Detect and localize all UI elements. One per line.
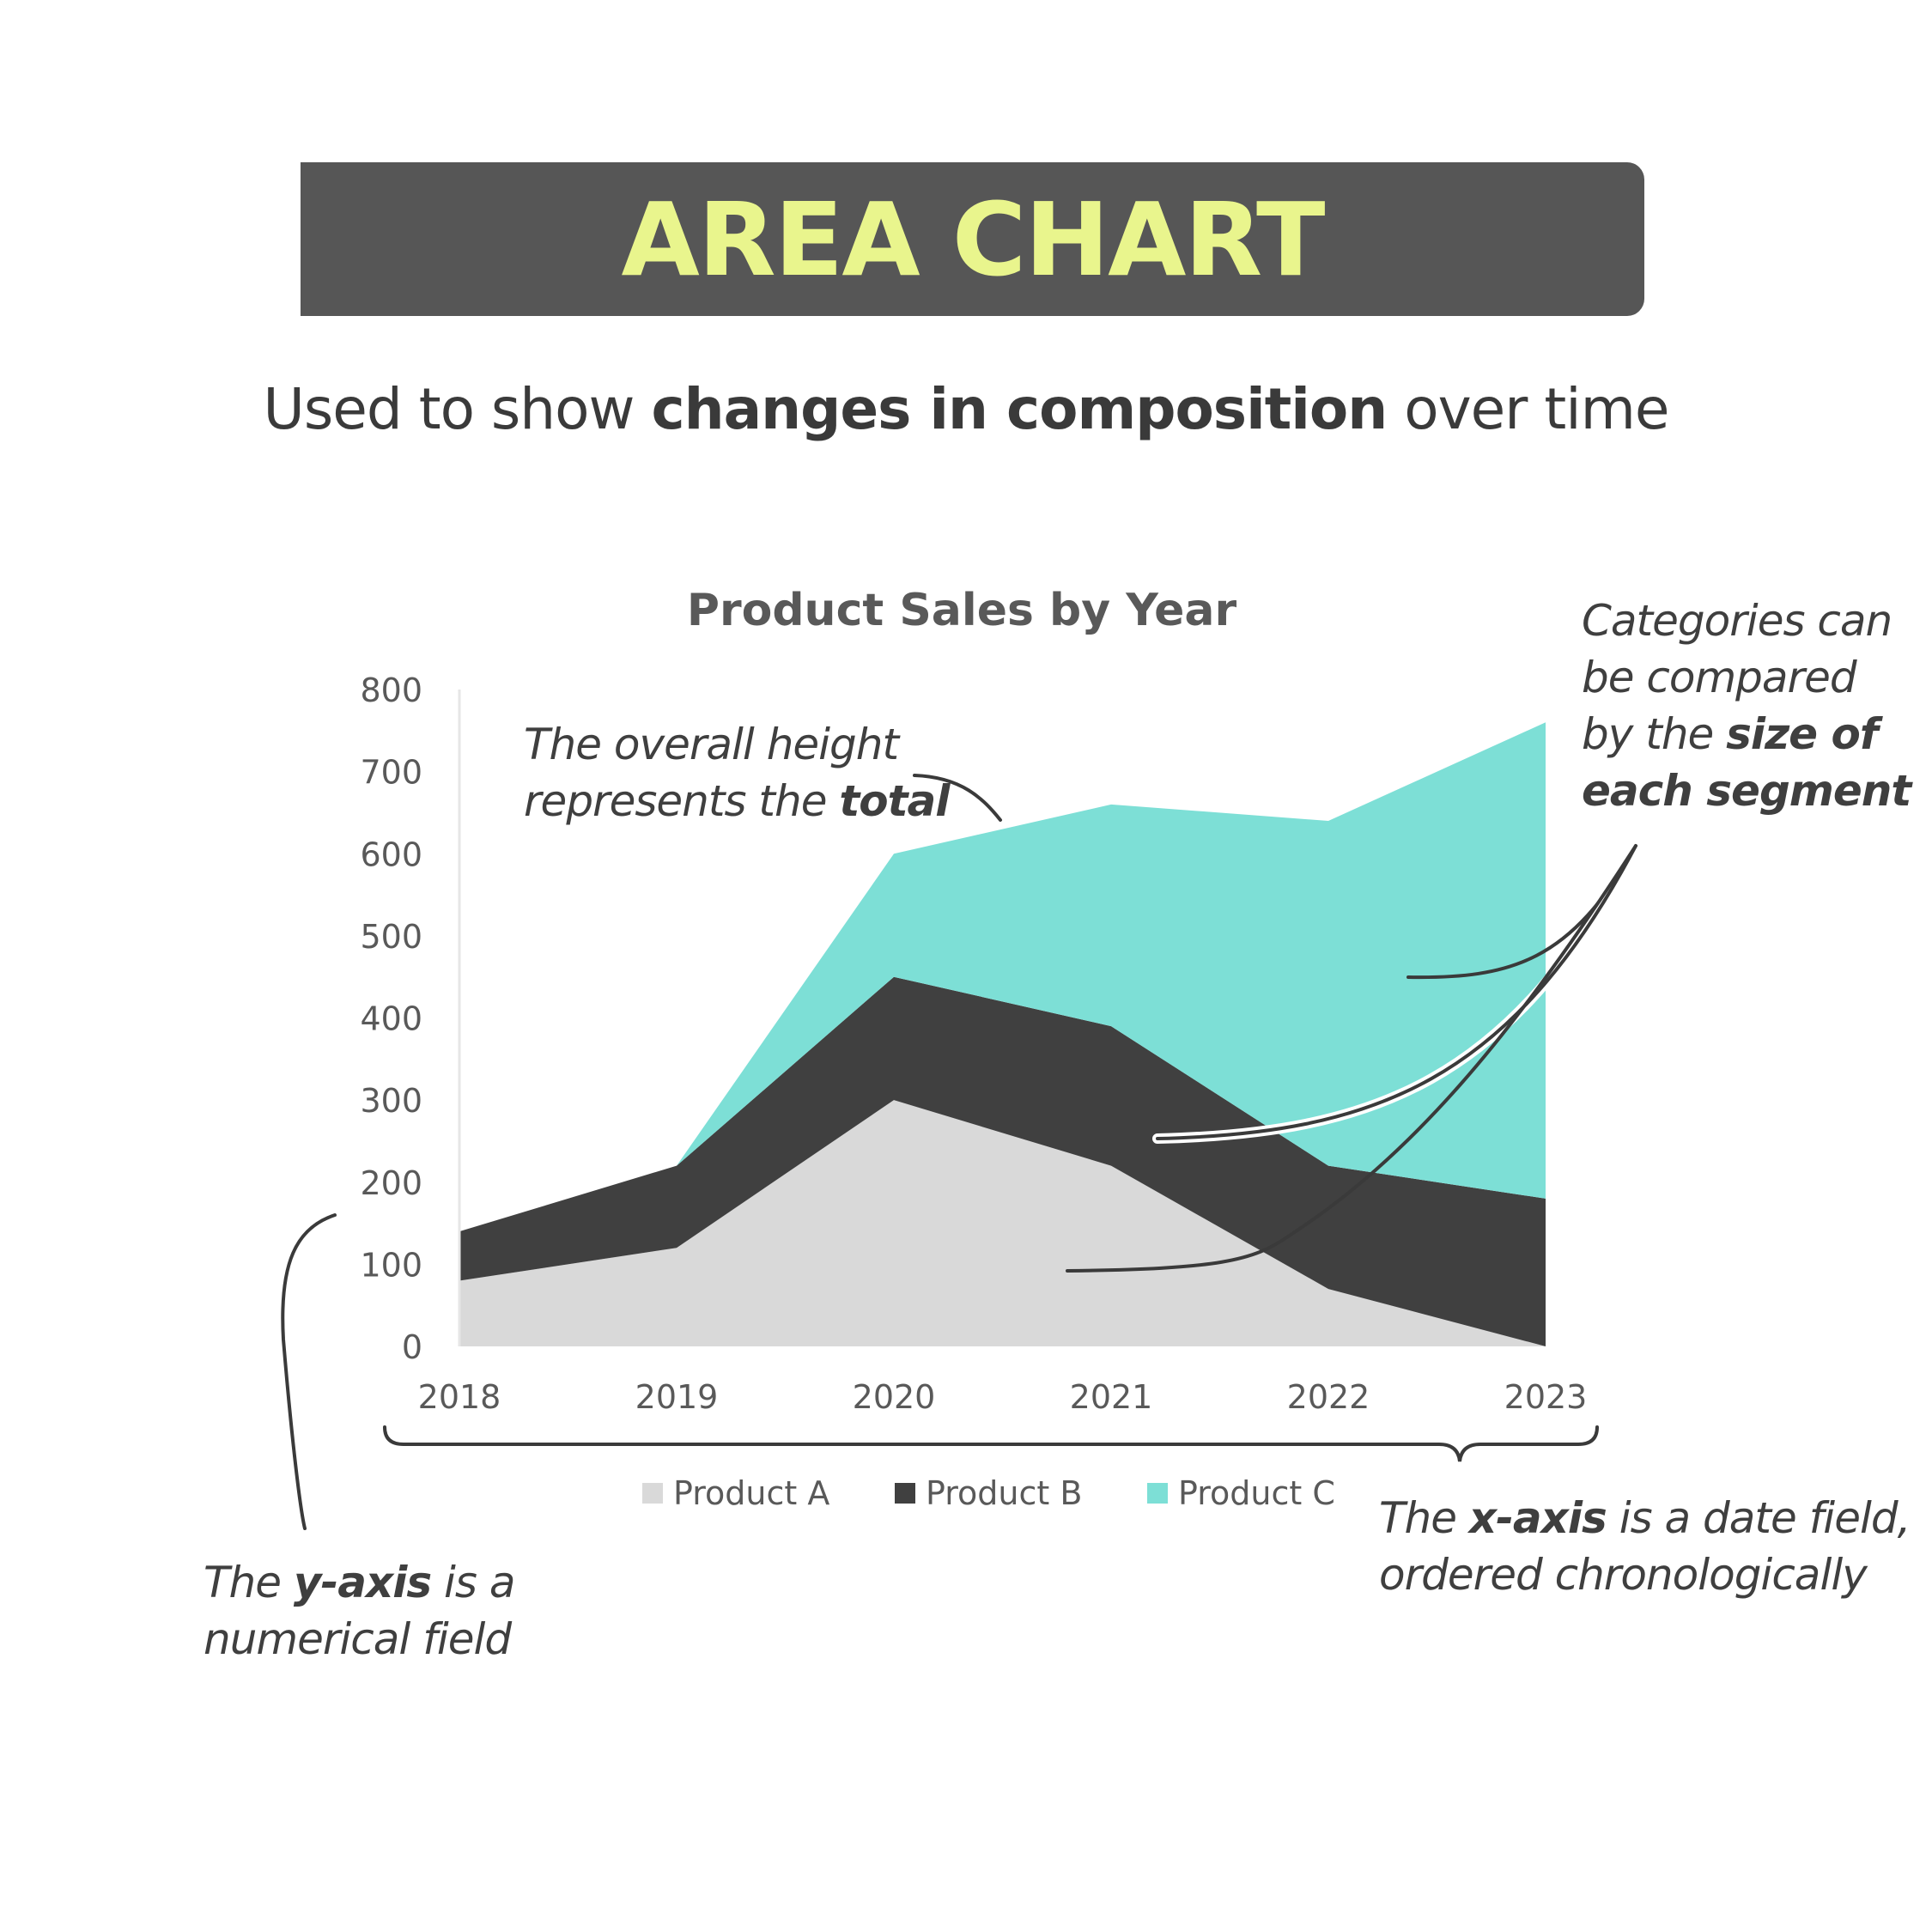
y-axis-ticks: 0 100 200 300 400 500 600 700 800 [360,671,422,1366]
annotation-x-axis-line2: ordered chronologically [1379,1550,1868,1600]
annotation-total: The overall height represents the total [524,716,950,829]
annotation-segments-line2: be compared [1582,653,1857,702]
y-tick-label: 400 [360,1000,422,1038]
annotation-segments-line3-bold: size of [1726,709,1878,759]
x-tick-label: 2022 [1287,1378,1370,1416]
annotation-x-axis: The x-axis is a date field, ordered chro… [1379,1490,1911,1603]
subtitle-emphasis: changes in composition [651,376,1388,442]
x-tick-label: 2021 [1070,1378,1153,1416]
annotation-y-axis-suffix: is a [431,1558,515,1607]
chart-title: Product Sales by Year [687,585,1237,636]
y-tick-label: 700 [360,754,422,792]
total-connector [913,774,1002,822]
annotation-total-line2-prefix: represents the [524,776,840,826]
annotation-y-axis-line2: numerical field [204,1614,512,1664]
y-tick-label: 800 [360,671,422,709]
legend-swatch [642,1483,663,1504]
annotation-x-axis-prefix: The [1379,1493,1469,1543]
subtitle-prefix: Used to show [263,376,652,442]
annotation-total-line1: The overall height [524,720,899,769]
area-series-group [458,690,1546,1346]
annotation-x-axis-bold: x-axis [1468,1493,1607,1543]
banner-title: AREA CHART [621,179,1326,299]
legend-label: Product B [926,1474,1082,1512]
annotation-segments-line3: by the size of [1582,706,1911,762]
x-tick-label: 2019 [635,1378,719,1416]
annotation-total-line2: represents the total [524,773,950,829]
annotation-segments-line1: Categories can [1582,596,1893,646]
y-axis-connector [281,1213,337,1530]
annotation-connectors [281,774,1641,1530]
annotation-segments: Categories can be compared by the size o… [1582,592,1911,819]
annotation-y-axis-prefix: The [204,1558,294,1607]
segment-connector-a [1066,844,1637,1273]
annotation-total-bold: total [839,776,950,826]
legend-swatch [1147,1483,1168,1504]
annotation-segments-line3-prefix: by the [1582,709,1727,759]
x-axis-ticks: 2018 2019 2020 2021 2022 2023 [418,1378,1588,1416]
y-tick-label: 0 [402,1328,422,1366]
subtitle-suffix: over time [1387,376,1669,442]
legend-swatch [895,1483,915,1504]
y-tick-label: 500 [360,918,422,956]
x-tick-label: 2023 [1504,1378,1588,1416]
area-series-product-b [459,976,1546,1346]
y-tick-label: 300 [360,1082,422,1120]
legend-label: Product A [673,1474,829,1512]
x-tick-label: 2018 [418,1378,501,1416]
segment-connector-b-line [1156,844,1637,1140]
y-tick-label: 600 [360,835,422,873]
legend: Product A Product B Product C [642,1474,1335,1512]
y-tick-label: 200 [360,1164,422,1202]
y-tick-label: 100 [360,1246,422,1284]
area-series-product-c [459,722,1546,1232]
area-series-product-a [459,1100,1546,1346]
annotation-y-axis-line1: The y-axis is a [204,1554,516,1611]
annotation-y-axis: The y-axis is a numerical field [204,1554,516,1668]
annotation-segments-line4: each segment [1582,762,1911,819]
title-banner: AREA CHART [301,162,1644,316]
subtitle: Used to show changes in composition over… [0,376,1932,442]
annotation-y-axis-bold: y-axis [293,1558,432,1607]
annotation-x-axis-suffix: is a date field, [1606,1493,1911,1543]
x-tick-label: 2020 [853,1378,936,1416]
annotation-segments-line4-bold: each segment [1582,766,1911,816]
legend-label: Product C [1178,1474,1335,1512]
x-axis-brace [383,1425,1599,1462]
annotation-x-axis-line1: The x-axis is a date field, [1379,1490,1911,1546]
